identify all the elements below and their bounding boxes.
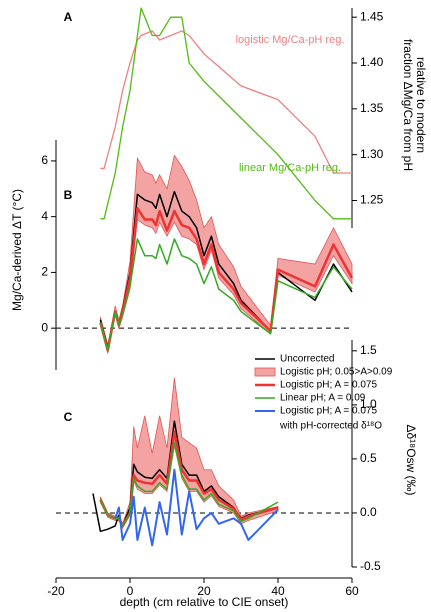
y-tick-label: 1.5 <box>360 343 377 357</box>
x-axis-title: depth (cm relative to CIE onset) <box>120 595 289 609</box>
y-tick-label: 1.25 <box>360 193 384 207</box>
series-line <box>100 7 352 220</box>
y-tick-label: 0.5 <box>360 451 377 465</box>
panel-label: B <box>64 188 73 202</box>
band <box>100 377 279 529</box>
series-line <box>114 468 279 547</box>
panel-label: A <box>64 10 73 24</box>
legend-label: Logistic pH; 0.05>A>0.09 <box>280 367 393 378</box>
legend-swatch <box>254 367 276 377</box>
y-axis-title: relative to modern <box>414 57 428 153</box>
series-line <box>92 420 279 533</box>
y-tick-label: 1.45 <box>360 9 384 23</box>
y-tick-label: 1.35 <box>360 101 384 115</box>
y-tick-label: 1.30 <box>360 147 384 161</box>
x-tick-label: 40 <box>271 584 285 598</box>
panel-label: C <box>64 410 73 424</box>
y-tick-label: 2 <box>41 265 48 279</box>
series-line <box>99 207 354 352</box>
legend-label: Logistic pH; A = 0.075 <box>280 380 377 391</box>
y-tick-label: 4 <box>41 209 48 223</box>
series-label: logistic Mg/Ca-pH reg. <box>236 34 345 46</box>
band <box>100 154 353 354</box>
y-tick-label: -0.5 <box>360 559 381 573</box>
legend-label: Uncorrected <box>280 354 334 365</box>
x-tick-label: -20 <box>47 584 65 598</box>
series-line <box>100 30 352 174</box>
x-tick-label: 60 <box>345 584 359 598</box>
x-tick-label: 20 <box>197 584 211 598</box>
y-tick-label: 1.0 <box>360 397 377 411</box>
y-tick-label: 1.40 <box>360 55 384 69</box>
y-axis-title: Mg/Ca-derived ΔT (°C) <box>10 189 24 311</box>
legend-label: Logistic pH; A = 0.075 <box>280 406 377 417</box>
y-tick-label: 0.0 <box>360 505 377 519</box>
legend-label: Linear pH; A = 0.09 <box>280 393 366 404</box>
y-tick-label: 6 <box>41 153 48 167</box>
series-label: linear Mg/Ca-pH reg. <box>239 162 341 174</box>
y-axis-title: Δδ¹⁸Osw (‰) <box>404 424 418 495</box>
series-line <box>99 238 353 352</box>
x-tick-label: 0 <box>127 584 134 598</box>
y-axis-title: fraction ΔMg/Ca from pH <box>401 39 415 171</box>
legend-note: with pH-corrected δ¹⁸O <box>279 421 382 432</box>
y-tick-label: 0 <box>41 320 48 334</box>
